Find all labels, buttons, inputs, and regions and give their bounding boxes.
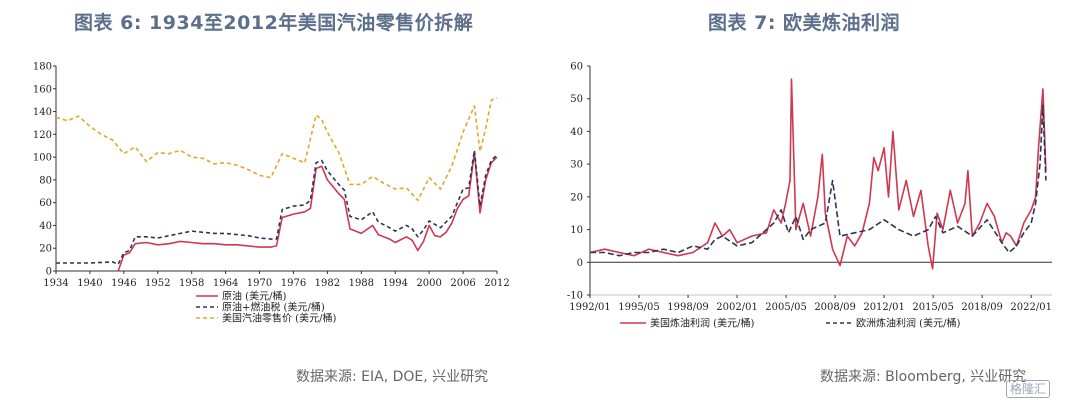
y-tick-label: 60 — [570, 62, 583, 73]
y-tick-label: 0 — [577, 258, 583, 269]
x-tick-label: 1992/01 — [569, 302, 611, 313]
x-tick-label: 2008/09 — [814, 302, 856, 313]
chart-7-source: 数据来源: Bloomberg, 兴业研究 — [820, 369, 1027, 385]
x-tick-label: 1952 — [145, 278, 170, 289]
y-tick-label: 50 — [570, 94, 583, 105]
series-line-0-0 — [117, 151, 498, 272]
x-tick-label: 1940 — [77, 278, 102, 289]
y-tick-label: 120 — [33, 130, 52, 141]
x-tick-label: 1982 — [315, 278, 340, 289]
legend-label-0-2: 美国汽油零售价 (美元/桶) — [222, 312, 336, 325]
y-tick-label: 30 — [570, 160, 583, 171]
x-tick-label: 1946 — [111, 278, 136, 289]
legend-label-1-1: 欧洲炼油利润 (美元/桶) — [856, 317, 960, 330]
x-tick-label: 2012 — [484, 278, 509, 289]
series-line-1-0 — [589, 78, 1047, 270]
chart-6-title: 图表 6: 1934至2012年美国汽油零售价拆解 — [74, 12, 474, 34]
chart-6-source: 数据来源: EIA, DOE, 兴业研究 — [296, 369, 489, 385]
y-tick-label: 180 — [33, 62, 52, 73]
x-tick-label: 2012/01 — [863, 302, 905, 313]
x-tick-label: 1995/05 — [618, 302, 660, 313]
y-tick-label: 160 — [33, 84, 52, 95]
y-tick-label: 40 — [39, 221, 52, 232]
x-tick-label: 1934 — [43, 278, 68, 289]
y-tick-label: 60 — [39, 198, 52, 209]
chart-7-title: 图表 7: 欧美炼油利润 — [708, 12, 901, 34]
y-tick-label: 100 — [33, 153, 52, 164]
x-tick-label: 1998/09 — [667, 302, 709, 313]
y-tick-label: 80 — [39, 175, 52, 186]
x-tick-label: 2000 — [416, 278, 441, 289]
series-line-1-1 — [590, 104, 1047, 257]
y-tick-label: 10 — [570, 225, 583, 236]
x-tick-label: 2015/05 — [912, 302, 954, 313]
legend-label-1-0: 美国炼油利润 (美元/桶) — [650, 317, 754, 330]
y-tick-label: 140 — [33, 107, 52, 118]
x-tick-label: 1994 — [383, 278, 408, 289]
x-tick-label: 2002/01 — [716, 302, 758, 313]
y-tick-label: 40 — [570, 127, 583, 138]
x-tick-label: 1988 — [349, 278, 374, 289]
x-tick-label: 1958 — [179, 278, 204, 289]
x-tick-label: 1970 — [247, 278, 272, 289]
legend-label-0-1: 原油+燃油税 (美元/桶) — [222, 301, 325, 314]
legend-label-0-0: 原油 (美元/桶) — [222, 290, 286, 303]
x-tick-label: 1964 — [213, 278, 238, 289]
x-tick-label: 2005/05 — [765, 302, 807, 313]
x-tick-label: 2018/09 — [961, 302, 1003, 313]
x-tick-label: 2022/01 — [1010, 302, 1052, 313]
y-tick-label: -10 — [567, 291, 583, 302]
y-tick-label: 20 — [570, 192, 583, 203]
watermark-logo: 格隆汇 — [1006, 380, 1051, 398]
series-line-0-2 — [55, 97, 498, 202]
y-tick-label: 0 — [46, 267, 52, 278]
x-tick-label: 1976 — [281, 278, 306, 289]
x-tick-label: 2006 — [450, 278, 475, 289]
y-tick-label: 20 — [39, 244, 52, 255]
